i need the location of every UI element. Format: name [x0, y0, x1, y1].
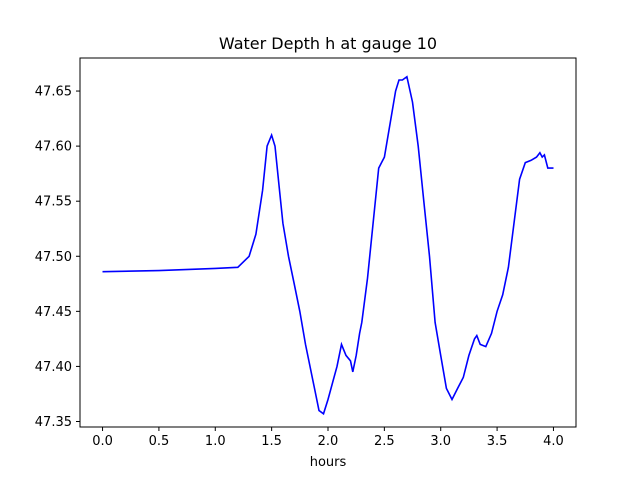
y-tick-label: 47.50	[35, 250, 72, 265]
y-tick-label: 47.35	[35, 415, 72, 430]
chart-title: Water Depth h at gauge 10	[219, 34, 437, 53]
x-axis: 0.0 0.5 1.0 1.5 2.0 2.5 3.0 3.5 4.0	[92, 427, 564, 449]
y-tick-label: 47.65	[35, 85, 72, 100]
plot-frame	[79, 57, 577, 428]
x-axis-label: hours	[310, 455, 347, 470]
x-tick-label: 4.0	[543, 434, 564, 449]
x-tick-label: 3.5	[487, 434, 508, 449]
x-tick-label: 0.0	[92, 434, 113, 449]
y-tick-label: 47.40	[35, 360, 72, 375]
x-tick-label: 0.5	[149, 434, 170, 449]
y-tick-label: 47.45	[35, 305, 72, 320]
x-tick-label: 2.5	[374, 434, 395, 449]
x-tick-label: 2.0	[318, 434, 339, 449]
x-tick-label: 1.5	[261, 434, 282, 449]
y-axis: 47.35 47.40 47.45 47.50 47.55 47.60 47.65	[35, 85, 80, 430]
y-tick-label: 47.55	[35, 195, 72, 210]
series-line	[102, 75, 554, 416]
x-tick-label: 1.0	[205, 434, 226, 449]
y-tick-label: 47.60	[35, 140, 72, 155]
plot-area	[79, 57, 577, 428]
x-tick-label: 3.0	[430, 434, 451, 449]
